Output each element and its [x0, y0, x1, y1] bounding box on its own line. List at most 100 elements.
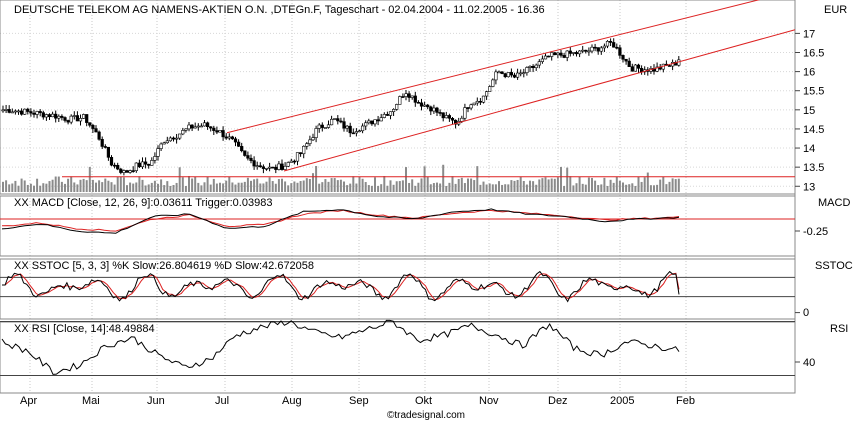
volume-bar — [401, 180, 404, 192]
volume-bar — [5, 180, 8, 192]
candle-body — [305, 143, 309, 147]
volume-bar — [485, 184, 488, 192]
volume-bar — [408, 182, 411, 192]
candle-body — [202, 122, 207, 127]
volume-bar — [343, 181, 345, 192]
candle-body — [267, 166, 272, 169]
candle-body — [385, 114, 390, 116]
volume-bar — [460, 177, 463, 192]
volume-bar — [609, 179, 612, 192]
volume-bar — [51, 179, 54, 192]
candle-body — [116, 164, 120, 170]
watermark: ©tradesignal.com — [387, 410, 465, 421]
candle-body — [636, 64, 641, 69]
volume-bar — [36, 178, 39, 192]
candle-body — [404, 93, 408, 97]
volume-bar — [160, 179, 163, 192]
volume-bar — [91, 179, 94, 192]
candle-body — [463, 107, 467, 119]
volume-bar — [355, 183, 358, 192]
volume-bar — [448, 182, 451, 192]
volume-bar — [656, 184, 659, 192]
volume-bar — [312, 173, 314, 192]
volume-bar — [290, 183, 293, 192]
volume-bar — [463, 183, 466, 192]
candle-body — [215, 130, 219, 133]
candle-body — [252, 160, 256, 167]
volume-bar — [569, 176, 572, 192]
volume-bar — [457, 178, 460, 192]
candle-body — [286, 162, 290, 167]
candle-body — [376, 119, 380, 122]
candle-body — [153, 156, 157, 161]
candle-body — [506, 72, 510, 78]
volume-bar — [491, 184, 494, 192]
volume-bar — [277, 179, 280, 192]
volume-bar — [200, 185, 203, 192]
volume-bar — [420, 178, 423, 192]
candle-body — [574, 52, 579, 55]
volume-bar — [606, 185, 609, 192]
volume-bar — [622, 182, 624, 192]
volume-bar — [82, 178, 85, 192]
volume-bar — [194, 176, 197, 192]
candle-body — [75, 115, 79, 122]
volume-bar — [612, 182, 615, 192]
candle-body — [608, 41, 613, 43]
volume-bar — [454, 183, 457, 192]
candle-body — [342, 121, 346, 129]
candle-body — [162, 142, 166, 145]
volume-bar — [529, 180, 531, 192]
candle-body — [159, 143, 163, 149]
candle-body — [382, 114, 386, 118]
candle-body — [633, 64, 637, 72]
volume-bar — [175, 182, 178, 192]
candle-body — [426, 104, 430, 108]
candle-body — [1, 109, 5, 112]
volume-bar — [550, 178, 553, 192]
candle-body — [333, 118, 337, 120]
candle-body — [277, 163, 281, 170]
candle-body — [593, 46, 597, 49]
volume-bar — [451, 176, 454, 192]
volume-bar — [352, 176, 355, 192]
candle-body — [109, 157, 114, 166]
candle-body — [419, 102, 424, 107]
candle-body — [218, 130, 222, 133]
volume-bar — [88, 166, 91, 192]
volume-bar — [522, 180, 525, 192]
volume-bar — [659, 179, 662, 192]
volume-bar — [129, 182, 132, 192]
price-unit-label: EUR — [824, 4, 847, 16]
trend-channel-upper — [226, 0, 761, 134]
candle-body — [78, 118, 83, 122]
volume-bar — [250, 180, 252, 192]
volume-bar — [219, 182, 221, 192]
sstoc-axis-label: SSTOC — [815, 260, 853, 272]
volume-bar — [631, 183, 634, 192]
volume-bar — [157, 183, 159, 192]
candle-body — [481, 95, 486, 103]
x-axis-label: Jul — [215, 395, 229, 407]
volume-bar — [367, 185, 370, 192]
candle-body — [354, 131, 359, 134]
candle-body — [175, 137, 179, 140]
candle-body — [125, 170, 129, 173]
volume-bar — [563, 185, 566, 192]
volume-bar — [101, 182, 104, 192]
candle-body — [97, 131, 101, 140]
candle-body — [237, 141, 241, 147]
candle-body — [531, 65, 535, 69]
candle-body — [639, 68, 644, 73]
candle-body — [187, 124, 191, 130]
volume-bar — [556, 177, 559, 192]
volume-bar — [299, 181, 302, 192]
candle-body — [47, 114, 52, 118]
x-axis-label: Dez — [548, 395, 568, 407]
candle-body — [605, 41, 610, 47]
volume-bar — [122, 177, 125, 192]
volume-bar — [333, 178, 336, 192]
volume-bar — [215, 183, 218, 192]
volume-bar — [513, 180, 516, 192]
volume-bar — [405, 167, 407, 192]
